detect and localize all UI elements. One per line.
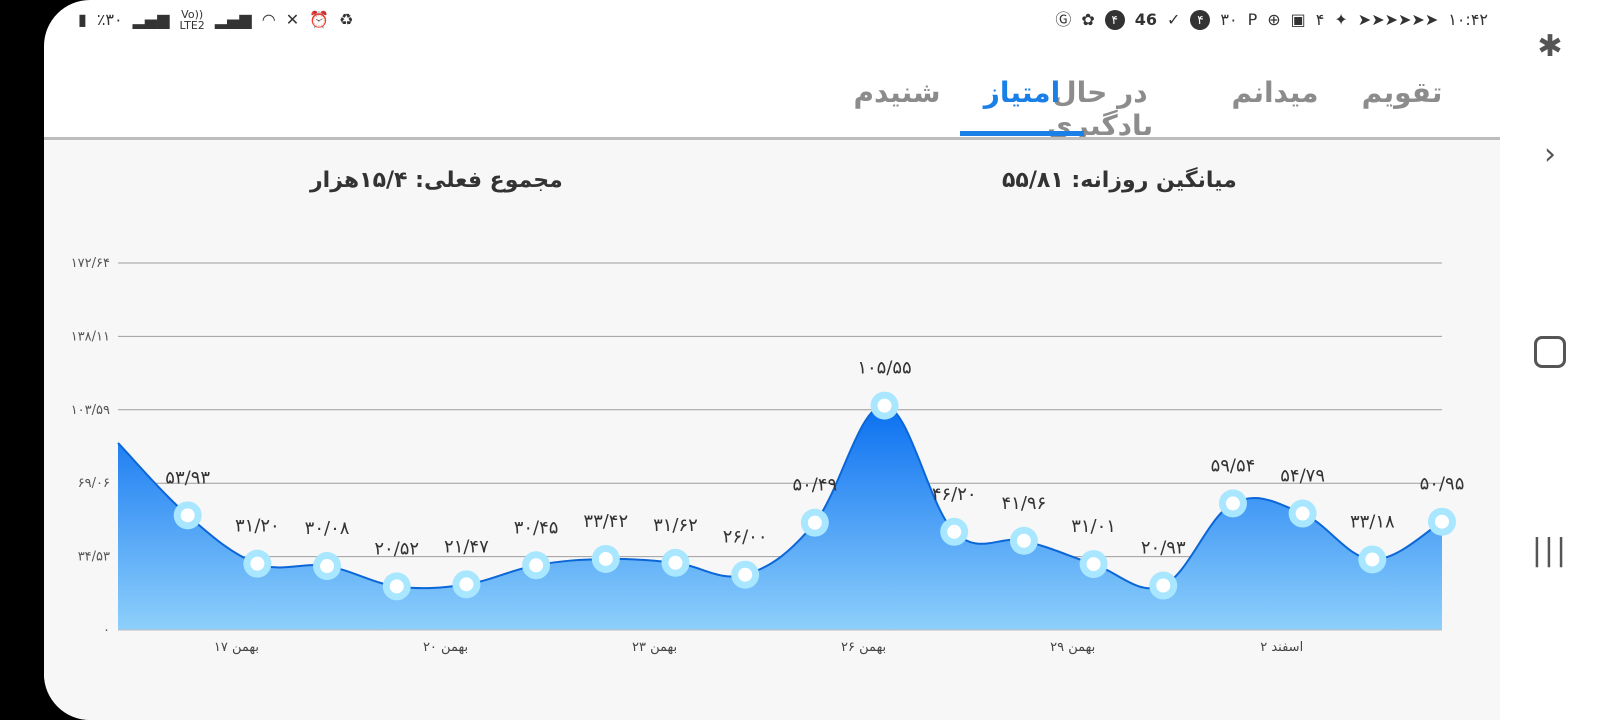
- check-icon: ✓: [1167, 10, 1181, 29]
- data-point-core: [1435, 514, 1449, 529]
- active-tab-indicator: [960, 131, 1084, 136]
- mute-icon: ✕: [285, 10, 300, 29]
- translate-icon: Ⓖ: [1055, 10, 1072, 29]
- pinwheel-icon: ✿: [1081, 10, 1095, 29]
- signal-icon-2: ▂▄▆: [214, 10, 252, 29]
- system-nav-bar: ✱ › |||: [1500, 0, 1600, 720]
- image-icon: ▣: [1290, 10, 1306, 29]
- data-point-core: [807, 515, 822, 530]
- tab-heard[interactable]: شنیدم: [853, 76, 941, 109]
- data-label: ۵۰/۹۵: [1420, 474, 1465, 495]
- telegram-icons: ➤➤➤➤➤➤: [1357, 10, 1439, 29]
- data-label: ۳۰/۰۸: [305, 518, 350, 539]
- badge-icon-b: ۴: [1190, 10, 1211, 30]
- data-point-core: [1086, 557, 1101, 572]
- data-label: ۵۹/۵۴: [1211, 455, 1256, 476]
- parking-icon: P: [1247, 10, 1258, 29]
- y-tick-label: ۱۳۸/۱۱: [71, 329, 110, 344]
- y-tick-label: ۱۷۲/۶۴: [71, 256, 110, 271]
- tab-calendar[interactable]: تقویم: [1361, 76, 1443, 109]
- data-label: ۱۰۵/۵۵: [857, 358, 911, 379]
- plus-circle-icon: ⊕: [1267, 10, 1281, 29]
- data-label: ۲۶/۰۰: [723, 527, 768, 548]
- data-point-core: [180, 508, 195, 523]
- y-tick-label: ۳۴/۵۳: [78, 550, 110, 565]
- data-point-core: [320, 559, 335, 574]
- data-label: ۲۰/۵۲: [374, 538, 419, 559]
- status-right: Ⓖ ✿ ۴ 46 ✓ ۴ ۳۰ P ⊕ ▣ ۴ ✦ ➤➤➤➤➤➤ ۱۰:۴۲: [1055, 9, 1488, 31]
- data-point-core: [877, 398, 892, 413]
- data-label: ۲۱/۴۷: [444, 536, 489, 557]
- data-point-core: [1225, 496, 1240, 511]
- data-point-core: [459, 577, 474, 592]
- chart-panel: میانگین روزانه: ۵۵/۸۱ مجموع فعلی: ۱۵/۴هز…: [44, 140, 1500, 720]
- num-30: ۳۰: [1220, 10, 1238, 29]
- data-point-core: [947, 524, 962, 539]
- signal-icon: ▂▄▆: [132, 10, 170, 29]
- x-tick-label: ۲ اسفند: [1260, 640, 1303, 655]
- data-point-core: [1016, 533, 1031, 548]
- y-tick-label: ۱۰۳/۵۹: [71, 403, 110, 418]
- accessibility-icon[interactable]: ✱: [1537, 28, 1563, 64]
- tab-bar: تقویم میدانم در حال یادگیری امتیاز شنیدم: [44, 56, 1500, 142]
- status-bar: ▮ ٪۳۰ ▂▄▆ Vo)) LTE2 ▂▄▆ ◠ ✕ ⏰ ♻ Ⓖ ✿ ۴ 46 …: [44, 0, 1500, 42]
- clock: ۱۰:۴۲: [1448, 10, 1488, 29]
- tab-learning[interactable]: در حال یادگیری: [1046, 76, 1154, 142]
- badge-icon-a: ۴: [1104, 10, 1125, 30]
- y-tick-label: ۰: [103, 623, 110, 638]
- data-label: ۴۶/۲۰: [932, 484, 977, 505]
- data-label: ۵۰/۴۹: [792, 475, 837, 496]
- data-point-core: [250, 556, 265, 571]
- wifi-icon: ◠: [261, 10, 276, 29]
- data-label: ۳۱/۰۱: [1071, 516, 1116, 537]
- recycle-icon: ♻: [339, 10, 354, 29]
- status-left: ▮ ٪۳۰ ▂▄▆ Vo)) LTE2 ▂▄▆ ◠ ✕ ⏰ ♻: [78, 9, 353, 31]
- data-point-core: [1295, 506, 1310, 521]
- chevron-right-icon[interactable]: ›: [1544, 136, 1556, 172]
- data-label: ۳۱/۲۰: [235, 516, 280, 537]
- data-point-core: [1365, 552, 1380, 567]
- tab-score[interactable]: امتیاز: [960, 76, 1084, 136]
- battery-percent: ٪۳۰: [96, 10, 123, 29]
- x-tick-label: ۲۳ بهمن: [632, 640, 677, 655]
- current-total: مجموع فعلی: ۱۵/۴هزار: [310, 168, 563, 193]
- data-label: ۳۳/۴۲: [583, 511, 628, 532]
- app-screen: ▮ ٪۳۰ ▂▄▆ Vo)) LTE2 ▂▄▆ ◠ ✕ ⏰ ♻ Ⓖ ✿ ۴ 46 …: [44, 0, 1500, 720]
- recents-button-icon[interactable]: |||: [1531, 532, 1569, 568]
- bird-icon: ✦: [1334, 10, 1348, 29]
- daily-average: میانگین روزانه: ۵۵/۸۱: [1002, 168, 1237, 193]
- alarm-icon: ⏰: [309, 10, 330, 29]
- num-4: ۴: [1315, 10, 1325, 29]
- data-label: ۳۱/۶۲: [653, 515, 698, 536]
- x-tick-label: ۲۰ بهمن: [423, 640, 468, 655]
- score-chart: ۰ ۳۴/۵۳ ۶۹/۰۶ ۱۰۳/۵۹ ۱۳۸/۱۱ ۱۷۲/۶۴ ۱۷ بهمن ۲۰ …: [71, 256, 1465, 655]
- y-tick-label: ۶۹/۰۶: [78, 476, 110, 491]
- data-label: ۴۱/۹۶: [1002, 493, 1047, 514]
- tab-known[interactable]: میدانم: [1231, 76, 1319, 109]
- data-label: ۵۴/۷۹: [1280, 466, 1325, 487]
- data-point-core: [529, 558, 544, 573]
- data-point-core: [738, 567, 753, 582]
- data-point-core: [598, 551, 613, 566]
- home-button-icon[interactable]: [1520, 322, 1580, 382]
- count-46: 46: [1134, 10, 1158, 29]
- x-tick-label: ۲۶ بهمن: [841, 640, 886, 655]
- volte-icon: Vo)) LTE2: [179, 8, 205, 32]
- data-label: ۳۳/۱۸: [1350, 511, 1395, 532]
- data-label: ۵۳/۹۳: [165, 467, 210, 488]
- data-label: ۲۰/۹۳: [1141, 538, 1186, 559]
- area-fill: [118, 405, 1442, 630]
- data-label: ۳۰/۴۵: [514, 517, 559, 538]
- data-point-core: [1156, 578, 1171, 593]
- x-tick-label: ۱۷ بهمن: [214, 640, 259, 655]
- data-point-core: [668, 555, 683, 570]
- battery-icon: ▮: [78, 10, 87, 29]
- data-point-core: [389, 579, 404, 594]
- tab-divider: [44, 137, 1500, 140]
- x-tick-label: ۲۹ بهمن: [1050, 640, 1095, 655]
